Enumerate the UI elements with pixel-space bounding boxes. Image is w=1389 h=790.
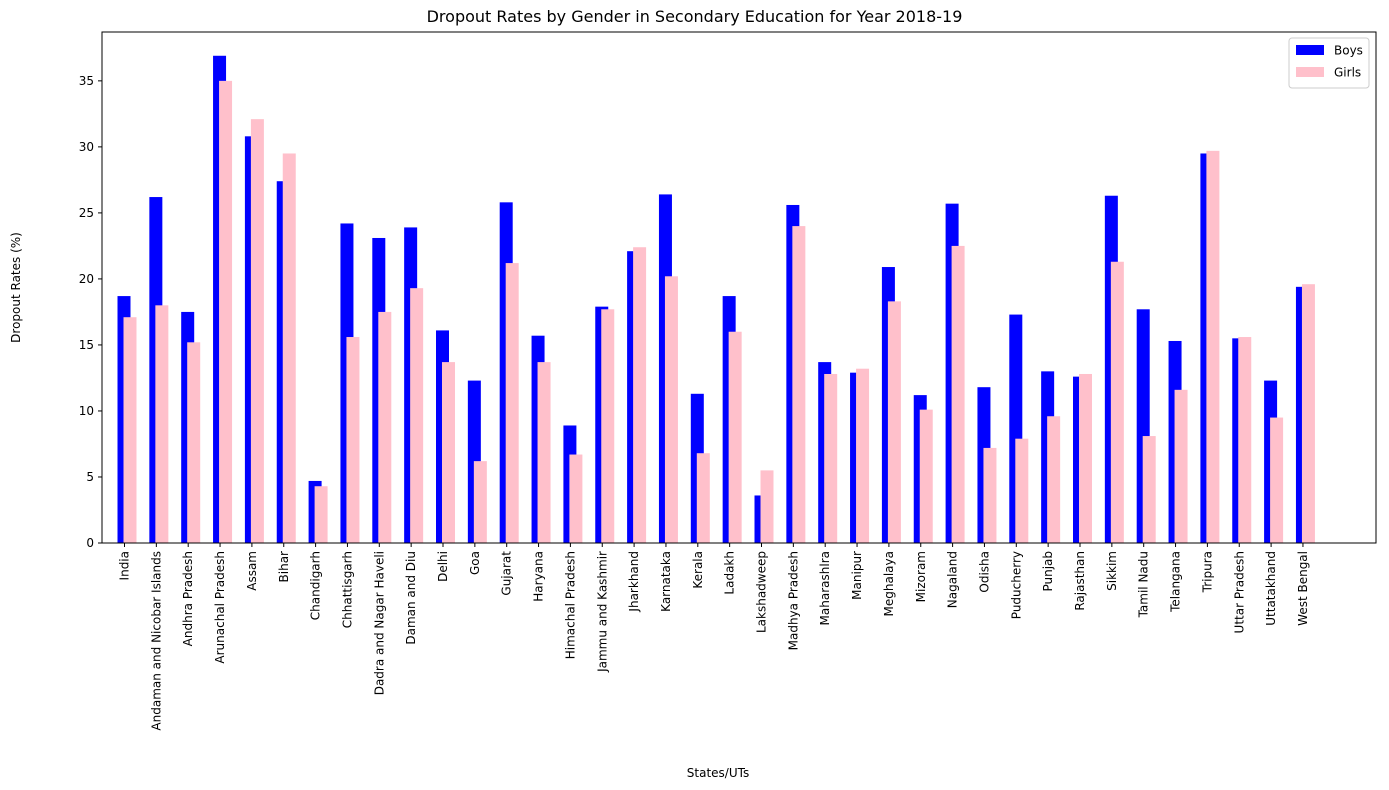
bar-girls (1047, 416, 1061, 543)
bar-girls (569, 454, 583, 543)
legend-swatch-girls (1296, 67, 1324, 77)
bar-girls (1238, 337, 1252, 543)
x-tick-label: Punjab (1041, 551, 1055, 592)
y-axis-label: Dropout Rates (%) (9, 232, 23, 343)
x-tick-label: Ladakh (723, 551, 737, 595)
legend-label-boys: Boys (1334, 44, 1363, 58)
plot-area-frame (101, 31, 1377, 544)
x-tick-label: Kerala (691, 551, 705, 589)
x-axis-label: States/UTs (687, 766, 749, 780)
bar-girls (505, 263, 519, 543)
bar-girls (314, 486, 328, 543)
bar-girls (378, 311, 392, 543)
x-tick-label: Tamil Nadu (1137, 551, 1151, 618)
x-tick-label: Haryana (532, 551, 546, 602)
bar-girls (951, 245, 965, 543)
x-tick-label: Rajasthan (1073, 551, 1087, 611)
x-tick-label: Mizoram (914, 551, 928, 602)
x-tick-label: Karnataka (659, 551, 673, 612)
legend-label-girls: Girls (1334, 66, 1361, 80)
bar-girls (633, 247, 647, 544)
bars (117, 55, 1315, 544)
y-axis-ticks: 0 5 10 15 20 25 30 35 (79, 74, 102, 550)
legend-swatch-boys (1296, 45, 1324, 55)
x-tick-label: Bihar (277, 551, 291, 583)
bar-girls (282, 153, 296, 544)
y-tick-label: 30 (79, 140, 94, 154)
x-tick-label: Himachal Pradesh (563, 551, 577, 659)
y-tick-label: 10 (79, 404, 94, 418)
bar-girls (123, 317, 137, 543)
bar-girls (410, 288, 424, 543)
y-tick-label: 0 (86, 536, 94, 550)
y-tick-label: 20 (79, 272, 94, 286)
x-tick-label: Uttar Pradesh (1232, 551, 1246, 633)
x-tick-label: Manipur (850, 551, 864, 600)
x-tick-label: Maharashlra (818, 551, 832, 625)
x-tick-label: West Bengal (1296, 551, 1310, 626)
x-tick-label: Assam (245, 551, 259, 591)
y-tick-label: 25 (79, 206, 94, 220)
bar-girls (1079, 373, 1092, 543)
bar-girls (664, 276, 678, 543)
x-tick-label: Goa (468, 551, 482, 575)
bar-girls (601, 309, 615, 543)
bar-girls (1142, 436, 1156, 543)
x-tick-label: Dadra and Nagar Haveli (372, 551, 386, 695)
x-tick-label: Uttatakhand (1264, 551, 1278, 626)
bar-girls (442, 362, 455, 543)
x-tick-label: Delhi (436, 551, 450, 582)
x-tick-label: Madhya Pradesh (786, 551, 800, 650)
bar-girls (473, 461, 487, 543)
bar-girls (219, 80, 233, 544)
bar-girls (537, 362, 551, 543)
x-tick-label: Meghalaya (882, 551, 896, 616)
y-tick-label: 35 (79, 74, 94, 88)
bar-girls (919, 409, 933, 543)
bar-girls (250, 119, 264, 544)
legend: Boys Girls (1288, 37, 1370, 89)
x-tick-label: India (118, 551, 132, 580)
bar-girls (1206, 150, 1220, 543)
bar-girls (696, 453, 710, 543)
x-tick-label: Puducherry (1009, 551, 1023, 619)
x-tick-label: Chhattisgarh (340, 551, 354, 628)
bar-girls (728, 331, 742, 543)
x-tick-label: Lakshadweep (755, 551, 769, 633)
x-tick-label: Gujarat (500, 551, 514, 596)
x-tick-label: Nagaland (946, 551, 960, 608)
x-tick-label: Arunachal Pradesh (213, 551, 227, 664)
bar-girls (1174, 389, 1188, 543)
chart-title: Dropout Rates by Gender in Secondary Edu… (427, 7, 963, 26)
y-tick-label: 5 (86, 470, 94, 484)
bar-girls (824, 373, 838, 543)
x-tick-label: Telangana (1169, 551, 1183, 613)
x-tick-label: Daman and Diu (404, 551, 418, 645)
x-tick-label: Tripura (1200, 551, 1214, 593)
bar-girls (1301, 284, 1315, 543)
bar-girls (792, 226, 806, 543)
bar-girls (887, 301, 901, 543)
bar-girls (1110, 261, 1124, 543)
x-tick-label: Odisha (977, 551, 991, 593)
x-tick-label: Jammu and Kashmir (595, 551, 609, 673)
y-tick-label: 15 (79, 338, 94, 352)
x-tick-label: Jharkhand (627, 551, 641, 613)
bar-girls (1015, 438, 1029, 543)
x-tick-label: Chandigarh (309, 551, 323, 620)
bar-girls (983, 447, 997, 543)
x-tick-label: Andaman and Nicobar Islands (149, 551, 163, 731)
x-tick-label: Sikkim (1105, 551, 1119, 591)
bar-girls (187, 342, 201, 543)
bar-girls (155, 305, 169, 543)
bar-girls (760, 470, 774, 543)
x-axis-ticks: India Andaman and Nicobar Islands Andhra P… (118, 543, 1310, 731)
bar-girls (856, 368, 870, 543)
bar-girls (1270, 417, 1284, 543)
bar-girls (346, 337, 360, 543)
x-tick-label: Andhra Pradesh (181, 551, 195, 646)
